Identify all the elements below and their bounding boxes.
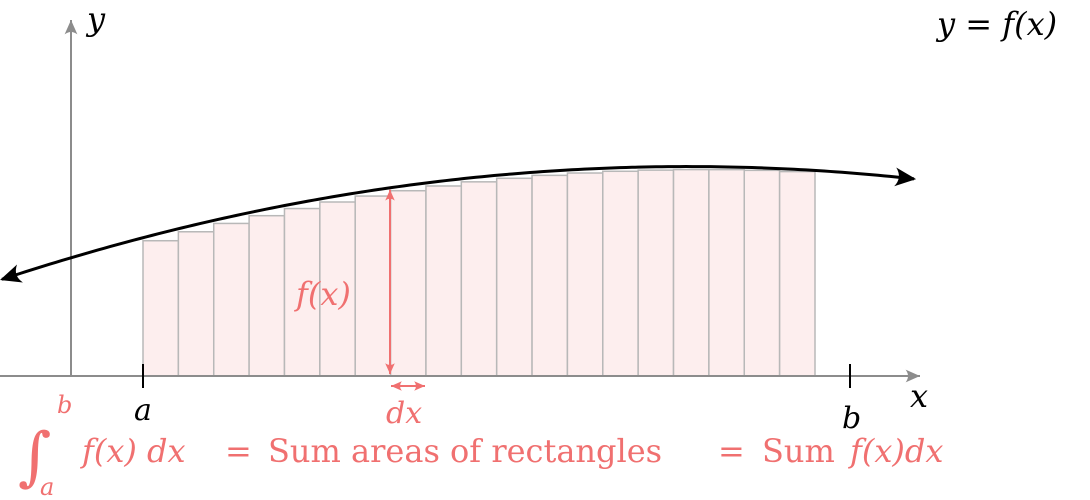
width-label: dx	[386, 396, 422, 431]
integral-formula: ∫ b a f(x) dx = Sum areas of rectangles …	[18, 391, 943, 500]
riemann-rectangle	[460, 181, 498, 377]
sum-text: Sum	[762, 432, 835, 470]
y-axis-label: y	[85, 0, 106, 38]
riemann-rectangle	[495, 177, 533, 377]
riemann-rectangle	[389, 189, 427, 377]
riemann-rectangle	[177, 231, 215, 377]
function-curve	[0, 165, 917, 283]
equals-sign-2: =	[718, 432, 745, 470]
height-label: f(x)	[294, 275, 351, 313]
sum-term: f(x)dx	[848, 432, 943, 470]
riemann-rectangles	[142, 168, 816, 377]
riemann-rectangle	[602, 170, 639, 377]
b-tick-label: b	[842, 401, 861, 436]
riemann-rectangle	[142, 239, 180, 377]
integral-sign: ∫	[18, 420, 51, 494]
integrand: f(x) dx	[80, 432, 186, 470]
integral-upper-limit: b	[57, 391, 72, 419]
riemann-rectangle	[566, 172, 604, 377]
riemann-rectangle	[672, 168, 710, 377]
riemann-rectangle	[212, 222, 250, 377]
integral-lower-limit: a	[40, 473, 54, 500]
riemann-rectangle	[531, 174, 569, 377]
riemann-rectangle	[354, 195, 392, 377]
a-tick-label: a	[134, 393, 152, 428]
sum-areas-text: Sum areas of rectangles	[268, 432, 662, 470]
equals-sign-1: =	[225, 432, 252, 470]
riemann-rectangle	[778, 170, 816, 377]
x-axis-label: x	[910, 377, 928, 415]
riemann-rectangle	[425, 185, 463, 377]
riemann-rectangle	[743, 169, 781, 377]
riemann-rectangle	[637, 169, 675, 377]
riemann-rectangle	[708, 168, 746, 377]
riemann-rectangle	[248, 214, 286, 377]
curve-label: y = f(x)	[935, 5, 1057, 43]
